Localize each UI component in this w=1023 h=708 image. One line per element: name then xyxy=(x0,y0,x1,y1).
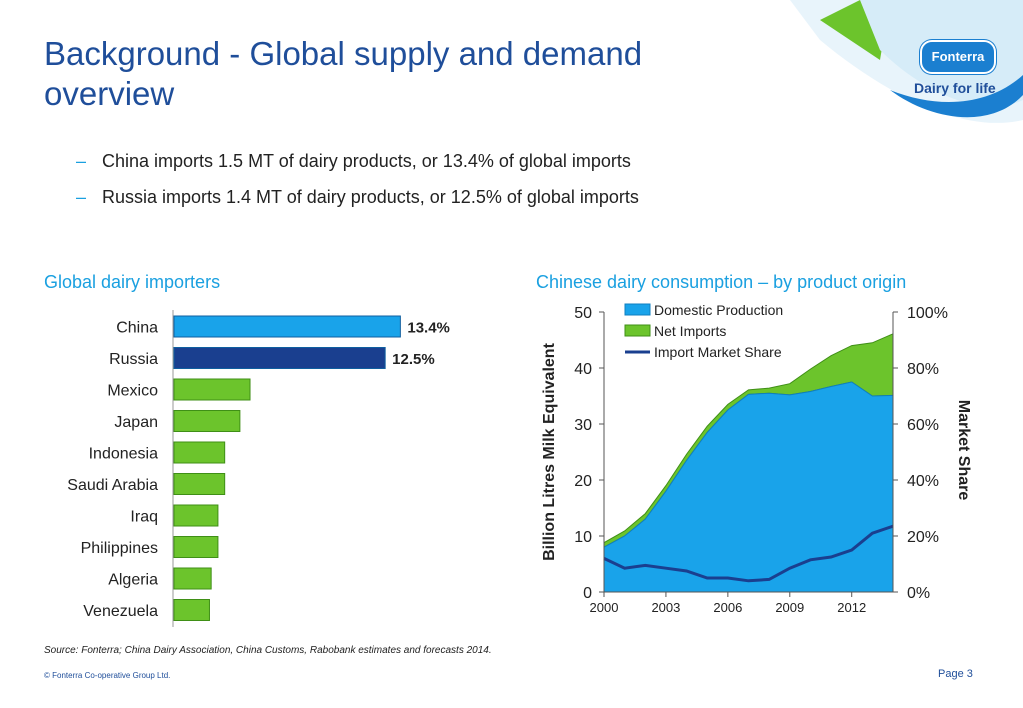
y2-tick-label: 40% xyxy=(907,473,939,490)
y2-tick-label: 20% xyxy=(907,529,939,546)
page-number: Page 3 xyxy=(938,668,973,680)
bar-category-label: Algeria xyxy=(108,572,158,589)
bar-category-label: Indonesia xyxy=(89,446,158,463)
bar-category-label: Japan xyxy=(114,414,158,431)
y-tick-label: 50 xyxy=(574,305,592,322)
bullet-text: China imports 1.5 MT of dairy products, … xyxy=(102,151,631,171)
source-note: Source: Fonterra; China Dairy Associatio… xyxy=(44,645,492,656)
bar-chart: China 13.4% Russia 12.5% Mexico Japan Indonesi… xyxy=(67,310,450,627)
y-tick-label: 30 xyxy=(574,417,592,434)
bullet-item: – China imports 1.5 MT of dairy products,… xyxy=(76,143,639,179)
y2-tick-label: 80% xyxy=(907,361,939,378)
y-tick-label: 0 xyxy=(583,585,592,602)
logo-tagline: Dairy for life xyxy=(914,80,996,96)
line-import-market-share xyxy=(603,524,894,583)
legend-label: Domestic Production xyxy=(654,302,783,318)
legend-swatch xyxy=(624,324,651,337)
logo-swoosh xyxy=(790,0,1023,123)
bar-category-label: Mexico xyxy=(107,383,158,400)
legend-label: Import Market Share xyxy=(654,344,782,360)
y-tick-label: 10 xyxy=(574,529,592,546)
bar xyxy=(173,441,226,464)
x-tick-label: 2012 xyxy=(837,600,866,615)
y-axis-title: Billion Litres Milk Equivalent xyxy=(541,342,558,560)
bar xyxy=(173,378,251,401)
y2-tick-label: 0% xyxy=(907,585,930,602)
bullet-list: – China imports 1.5 MT of dairy products,… xyxy=(76,143,639,215)
bar-category-label: Russia xyxy=(109,351,158,368)
x-tick-label: 2006 xyxy=(713,600,742,615)
x-tick-label: 2009 xyxy=(775,600,804,615)
bar xyxy=(173,504,219,527)
bar xyxy=(173,410,241,432)
area-chart-title: Chinese dairy consumption – by product o… xyxy=(536,272,907,292)
logo-brand: Fonterra xyxy=(920,40,996,74)
bullet-text: Russia imports 1.4 MT of dairy products,… xyxy=(102,187,639,207)
bar-chart-title: Global dairy importers xyxy=(44,272,221,292)
bar-category-label: China xyxy=(116,320,158,337)
dash-icon: – xyxy=(76,151,87,171)
bar-category-label: Venezuela xyxy=(83,603,158,620)
bar-category-label: Iraq xyxy=(130,509,158,526)
y2-tick-label: 60% xyxy=(907,417,939,434)
bar-data-label: 12.5% xyxy=(392,351,435,368)
x-tick-label: 2000 xyxy=(590,600,619,615)
slide-title: Background - Global supply and demand ov… xyxy=(44,35,643,112)
legend-label: Net Imports xyxy=(654,323,726,339)
bar-category-label: Saudi Arabia xyxy=(67,477,158,494)
area-domestic-production xyxy=(603,381,894,593)
bar xyxy=(173,315,401,338)
bar-data-label: 13.4% xyxy=(407,320,450,337)
bar xyxy=(173,599,210,621)
bar-category-label: Philippines xyxy=(81,540,158,557)
y2-tick-label: 100% xyxy=(907,305,948,322)
y-tick-label: 40 xyxy=(574,361,592,378)
area-chart: 0 10 20 30 40 50 0% 20% 40% 60% 80% 100% 2000 2003 200… xyxy=(541,302,972,615)
y-tick-label: 20 xyxy=(574,473,592,490)
x-tick-label: 2003 xyxy=(651,600,680,615)
bar xyxy=(173,567,212,590)
dash-icon: – xyxy=(76,187,87,207)
y2-axis-title: Market Share xyxy=(955,400,972,501)
bar xyxy=(173,536,219,558)
bullet-item: – Russia imports 1.4 MT of dairy products… xyxy=(76,179,639,215)
copyright: © Fonterra Co-operative Group Ltd. xyxy=(44,671,171,680)
bar xyxy=(173,347,386,369)
bar xyxy=(173,473,226,495)
legend-swatch xyxy=(624,303,651,316)
